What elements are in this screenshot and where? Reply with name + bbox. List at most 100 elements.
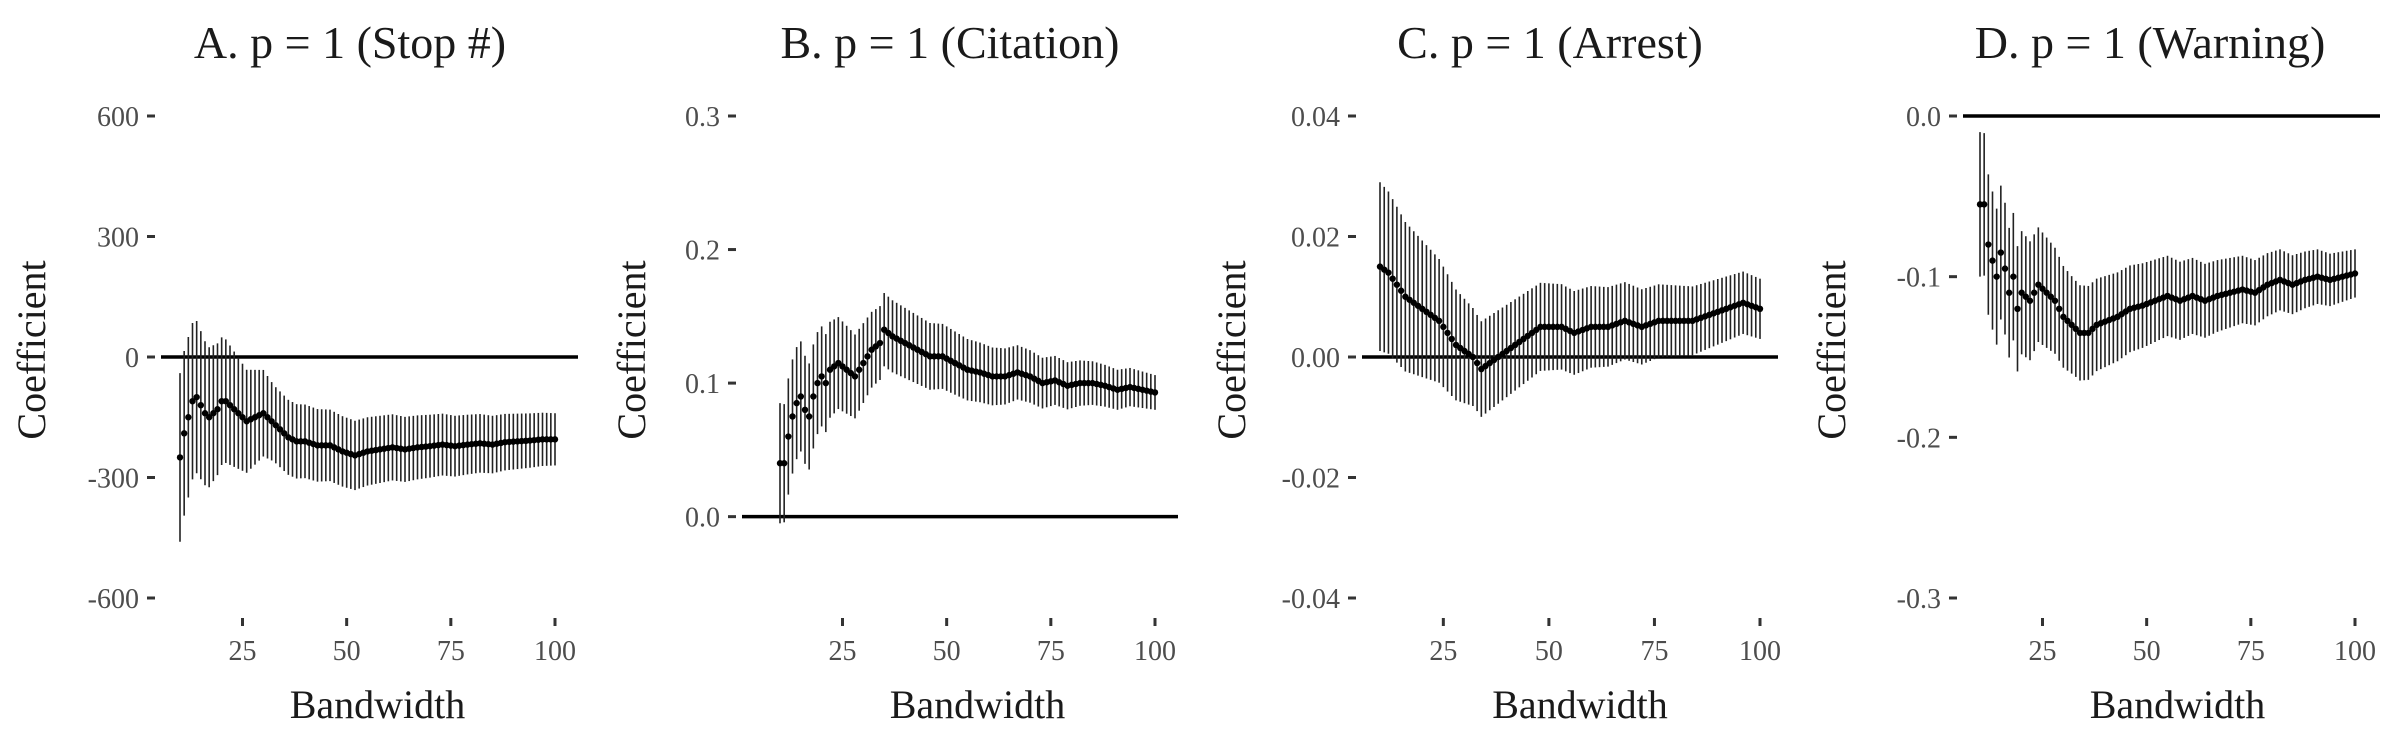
estimate-point <box>551 436 559 443</box>
estimate-point <box>222 397 230 405</box>
panel-a: A. p = 1 (Stop #) Coefficient Bandwidth -60… <box>9 17 578 727</box>
x-tick-label: 25 <box>229 636 257 667</box>
panel-title: A. p = 1 (Stop #) <box>194 17 506 68</box>
estimate-point <box>2064 317 2071 325</box>
estimate-point <box>801 406 809 414</box>
estimate-point <box>851 373 859 380</box>
estimate-point <box>2014 305 2021 312</box>
y-tick-label: 0.2 <box>685 236 720 267</box>
panel-b: B. p = 1 (Citation) Coefficient Bandwidth 0… <box>609 17 1178 727</box>
estimate-point <box>1151 389 1159 396</box>
x-axis-title: Bandwidth <box>290 682 466 727</box>
estimate-point <box>1397 287 1405 294</box>
estimate-point <box>235 410 242 417</box>
estimate-point <box>2351 270 2359 277</box>
x-tick-label: 50 <box>933 636 961 667</box>
panel-title: D. p = 1 (Warning) <box>1975 17 2326 68</box>
estimate-point <box>1385 269 1392 276</box>
y-tick-label: -300 <box>88 464 139 495</box>
estimate-point <box>2005 289 2013 296</box>
y-tick-label: 0.04 <box>1291 102 1340 133</box>
estimate-point <box>1985 241 1992 248</box>
x-tick-label: 25 <box>829 636 857 667</box>
y-tick-label: -0.02 <box>1282 464 1340 495</box>
x-axis-title: Bandwidth <box>2090 682 2266 727</box>
estimate-point <box>176 454 184 461</box>
estimate-point <box>860 359 867 367</box>
estimate-point <box>1440 323 1447 331</box>
estimate-point <box>1756 305 1764 312</box>
y-tick-label: -600 <box>88 584 139 615</box>
estimate-point <box>189 397 196 405</box>
y-tick-label: 0.0 <box>1906 102 1941 133</box>
estimate-point <box>2047 293 2055 300</box>
estimate-point <box>793 399 800 407</box>
y-tick-label: 0.0 <box>685 503 720 534</box>
estimate-point <box>1389 275 1396 282</box>
estimate-point <box>197 402 205 409</box>
panel-title: B. p = 1 (Citation) <box>781 17 1120 68</box>
y-tick-label: 600 <box>97 102 139 133</box>
estimate-point <box>822 379 830 387</box>
x-tick-label: 100 <box>2334 636 2376 667</box>
x-axis-title: Bandwidth <box>1492 682 1668 727</box>
estimate-point <box>2060 313 2067 321</box>
estimate-point <box>268 418 275 425</box>
estimate-point <box>230 406 238 413</box>
estimate-point <box>2089 325 2096 333</box>
estimate-point <box>1997 249 2005 256</box>
estimate-point <box>1393 281 1401 288</box>
estimate-point <box>1469 353 1477 361</box>
y-tick-label: -0.3 <box>1897 584 1941 615</box>
panel-title: C. p = 1 (Arrest) <box>1397 17 1703 68</box>
panel-c: C. p = 1 (Arrest) Coefficient Bandwidth -0.… <box>1209 17 1781 727</box>
estimate-point <box>2051 297 2059 304</box>
panel-d: D. p = 1 (Warning) Coefficient Bandwidth -0… <box>1809 17 2380 727</box>
estimate-point <box>260 410 267 417</box>
estimate-point <box>2085 329 2092 337</box>
estimate-point <box>814 379 821 387</box>
estimate-point <box>2010 273 2017 280</box>
x-tick-label: 50 <box>333 636 361 667</box>
x-tick-label: 25 <box>1429 636 1457 667</box>
x-axis-title: Bandwidth <box>890 682 1066 727</box>
estimate-point <box>210 410 217 417</box>
estimate-point <box>876 339 884 347</box>
y-tick-label: -0.1 <box>1897 263 1941 294</box>
estimate-point <box>2026 297 2034 304</box>
estimate-point <box>2055 305 2063 312</box>
y-tick-label: -0.2 <box>1897 423 1941 454</box>
estimate-point <box>2068 321 2075 329</box>
x-tick-label: 75 <box>437 636 465 667</box>
estimate-point <box>193 393 200 401</box>
x-tick-label: 25 <box>2029 636 2057 667</box>
estimate-point <box>1435 317 1443 325</box>
estimate-point <box>2018 289 2025 296</box>
estimate-point <box>185 414 192 421</box>
estimate-point <box>272 422 280 429</box>
estimate-point <box>239 414 246 421</box>
estimate-point <box>797 393 805 400</box>
estimate-point <box>780 460 788 467</box>
estimate-point <box>2035 281 2042 288</box>
estimate-point <box>789 413 796 420</box>
y-axis-title: Coefficient <box>9 260 54 439</box>
estimate-point <box>1473 359 1481 367</box>
estimate-point <box>2030 289 2038 296</box>
estimate-point <box>201 410 209 417</box>
estimate-point <box>2043 289 2050 296</box>
x-tick-label: 100 <box>534 636 576 667</box>
x-tick-label: 50 <box>2133 636 2161 667</box>
estimate-point <box>1980 201 1988 208</box>
estimate-point <box>1444 329 1451 337</box>
estimate-point <box>264 414 271 421</box>
estimate-point <box>818 373 825 380</box>
estimate-point <box>1448 335 1455 343</box>
y-axis-title: Coefficient <box>1809 260 1854 439</box>
estimate-point <box>1989 257 1996 264</box>
x-tick-label: 75 <box>2237 636 2265 667</box>
estimate-point <box>2022 293 2030 300</box>
y-tick-label: 0 <box>125 343 139 374</box>
y-tick-label: 0.3 <box>685 102 720 133</box>
